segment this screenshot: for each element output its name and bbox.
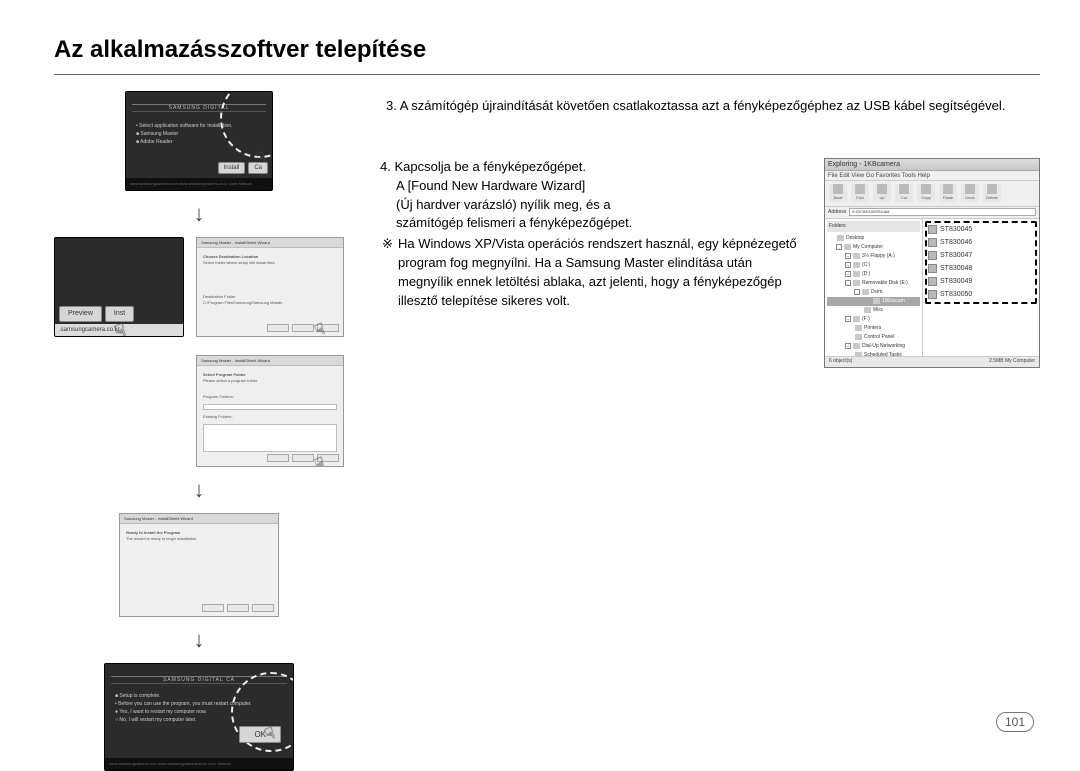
address-input[interactable]: E:\DCIM\100SSCAM xyxy=(849,208,1036,216)
thumb-footer: www.samsungcamera.com www.samsungcamera.… xyxy=(105,758,293,770)
cancel-button[interactable] xyxy=(252,604,274,612)
status-left: 6 object(s) xyxy=(829,358,852,366)
preview-button[interactable]: Preview xyxy=(59,306,102,322)
dialog-text: C:\Program Files\Samsung\Samsung Master xyxy=(203,300,337,306)
file-item[interactable]: ST830046 xyxy=(928,236,1034,249)
tree-item[interactable]: -Removable Disk (E:) xyxy=(827,279,920,288)
dialog-text: Program Folders: xyxy=(203,394,337,400)
dialog-text: The wizard is ready to begin installatio… xyxy=(126,536,272,542)
thumb-text: • Select application software for Instal… xyxy=(136,122,233,130)
step-line: 4. Kapcsolja be a fényképezőgépet. xyxy=(380,158,806,177)
tree-item[interactable]: -My Computer xyxy=(827,243,920,252)
cursor-icon: ☟ xyxy=(277,540,279,569)
file-item[interactable]: ST830050 xyxy=(928,288,1034,301)
thumb-text: ■ Setup is complete. xyxy=(115,692,252,700)
dialog-subtitle: Ready to Install the Program xyxy=(126,530,180,535)
thumb-text: ■ Adobe Reader xyxy=(136,138,233,146)
dialog-title: Samsung Master - InstallShield Wizard xyxy=(120,514,278,524)
page-number: 101 xyxy=(996,712,1034,732)
dialog-title: Samsung Master - InstallShield Wizard xyxy=(197,238,343,248)
dialog-subtitle: Select Program Folder xyxy=(203,372,246,377)
thumb-text: ● Yes, I want to restart my computer now… xyxy=(115,708,252,716)
installer-thumbnails-column: SAMSUNG DIGITAL • Select application sof… xyxy=(54,91,344,771)
brand-band: SAMSUNG DIGITAL xyxy=(132,104,266,112)
dialog-text: Please select a program folder xyxy=(203,378,337,384)
explorer-menubar[interactable]: File Edit View Go Favorites Tools Help xyxy=(825,171,1039,181)
arrow-down-icon: ↓ xyxy=(194,477,205,503)
file-item[interactable]: ST830049 xyxy=(928,275,1034,288)
explorer-address-bar: Address E:\DCIM\100SSCAM xyxy=(825,207,1039,219)
next-button[interactable] xyxy=(292,324,314,332)
explorer-title: Exploring - 1KBcamera xyxy=(825,159,1039,171)
file-item[interactable]: ST830047 xyxy=(928,249,1034,262)
tree-item[interactable]: -Dcim xyxy=(827,288,920,297)
explorer-status-bar: 6 object(s) 2.5MB My Computer xyxy=(825,356,1039,367)
instructions-column: 3. A számítógép újraindítását követően c… xyxy=(380,91,1040,771)
toolbar-up-button[interactable]: Up xyxy=(873,184,891,202)
tree-item[interactable]: +(F:) xyxy=(827,315,920,324)
explorer-toolbar: BackFwdUpCutCopyPasteUndoDelete xyxy=(825,181,1039,207)
tree-item[interactable]: Desktop xyxy=(827,234,920,243)
installer-dialog-destination: Samsung Master - InstallShield Wizard Ch… xyxy=(196,237,344,337)
brand-band: SAMSUNG DIGITAL CA xyxy=(111,676,287,684)
install-button[interactable]: Install xyxy=(218,162,246,174)
note-text: Ha Windows XP/Vista operációs rendszert … xyxy=(398,235,806,310)
tree-item[interactable]: Printers xyxy=(827,324,920,333)
page-title: Az alkalmazásszoftver telepítése xyxy=(0,0,1080,74)
back-button[interactable] xyxy=(202,604,224,612)
installer-step-preview: Preview Inst .samsungcamera.co.kr ☟ xyxy=(54,237,184,337)
tree-item[interactable]: +3½ Floppy (A:) xyxy=(827,252,920,261)
step-4-text: 4. Kapcsolja be a fényképezőgépet. A [Fo… xyxy=(380,158,806,368)
step-line: számítógép felismeri a fényképezőgépet. xyxy=(380,214,806,233)
file-item[interactable]: ST830048 xyxy=(928,262,1034,275)
step-3-text: 3. A számítógép újraindítását követően c… xyxy=(380,97,1040,116)
tree-header: Folders xyxy=(827,221,920,232)
toolbar-delete-button[interactable]: Delete xyxy=(983,184,1001,202)
dialog-title: Samsung Master - InstallShield Wizard xyxy=(197,356,343,366)
thumb-text: ■ Samsung Master xyxy=(136,130,233,138)
arrow-down-icon: ↓ xyxy=(194,627,205,653)
toolbar-copy-button[interactable]: Copy xyxy=(917,184,935,202)
explorer-file-pane[interactable]: ST830045ST830046ST830047ST830048ST830049… xyxy=(923,219,1039,356)
toolbar-paste-button[interactable]: Paste xyxy=(939,184,957,202)
file-highlight-box: ST830045ST830046ST830047ST830048ST830049… xyxy=(925,221,1037,304)
file-item[interactable]: ST830045 xyxy=(928,223,1034,236)
address-label: Address xyxy=(828,209,846,216)
dialog-subtitle: Choose Destination Location xyxy=(203,254,258,259)
tree-item[interactable]: +(D:) xyxy=(827,270,920,279)
tree-item[interactable]: +(C:) xyxy=(827,261,920,270)
installer-step-select-software: SAMSUNG DIGITAL • Select application sof… xyxy=(125,91,273,191)
thumb-text: ○ No, I will restart my computer later. xyxy=(115,716,252,724)
step-line: A [Found New Hardware Wizard] xyxy=(380,177,806,196)
tree-item[interactable]: 100sscam xyxy=(827,297,920,306)
toolbar-undo-button[interactable]: Undo xyxy=(961,184,979,202)
toolbar-fwd-button[interactable]: Fwd xyxy=(851,184,869,202)
explorer-folder-tree[interactable]: Folders Desktop-My Computer+3½ Floppy (A… xyxy=(825,219,923,356)
content-area: SAMSUNG DIGITAL • Select application sof… xyxy=(0,91,1080,771)
windows-explorer-screenshot: Exploring - 1KBcamera File Edit View Go … xyxy=(824,158,1040,368)
tree-item[interactable]: Control Panel xyxy=(827,333,920,342)
thumb-text: • Before you can use the program, you mu… xyxy=(115,700,252,708)
dialog-text: Existing Folders: xyxy=(203,414,337,420)
install-button[interactable] xyxy=(227,604,249,612)
installer-dialog-program-folder: Samsung Master - InstallShield Wizard Se… xyxy=(196,355,344,467)
note-marker: ※ xyxy=(382,235,398,310)
thumb-footer: www.samsungcamera.com www.samsungcamera.… xyxy=(126,178,272,190)
step-line: (Új hardver varázsló) nyílik meg, és a xyxy=(380,196,806,215)
arrow-down-icon: ↓ xyxy=(194,201,205,227)
toolbar-cut-button[interactable]: Cut xyxy=(895,184,913,202)
status-right: 2.5MB My Computer xyxy=(989,358,1035,366)
toolbar-back-button[interactable]: Back xyxy=(829,184,847,202)
listbox[interactable] xyxy=(203,424,337,452)
title-divider xyxy=(54,74,1040,75)
input-field[interactable] xyxy=(203,404,337,410)
dialog-text: Select folder where setup will install f… xyxy=(203,260,337,266)
tree-item[interactable]: Misc xyxy=(827,306,920,315)
next-button[interactable] xyxy=(292,454,314,462)
back-button[interactable] xyxy=(267,324,289,332)
tree-item[interactable]: +Dial-Up Networking xyxy=(827,342,920,351)
installer-dialog-ready: Samsung Master - InstallShield Wizard Re… xyxy=(119,513,279,617)
installer-step-complete: SAMSUNG DIGITAL CA ■ Setup is complete. … xyxy=(104,663,294,771)
back-button[interactable] xyxy=(267,454,289,462)
